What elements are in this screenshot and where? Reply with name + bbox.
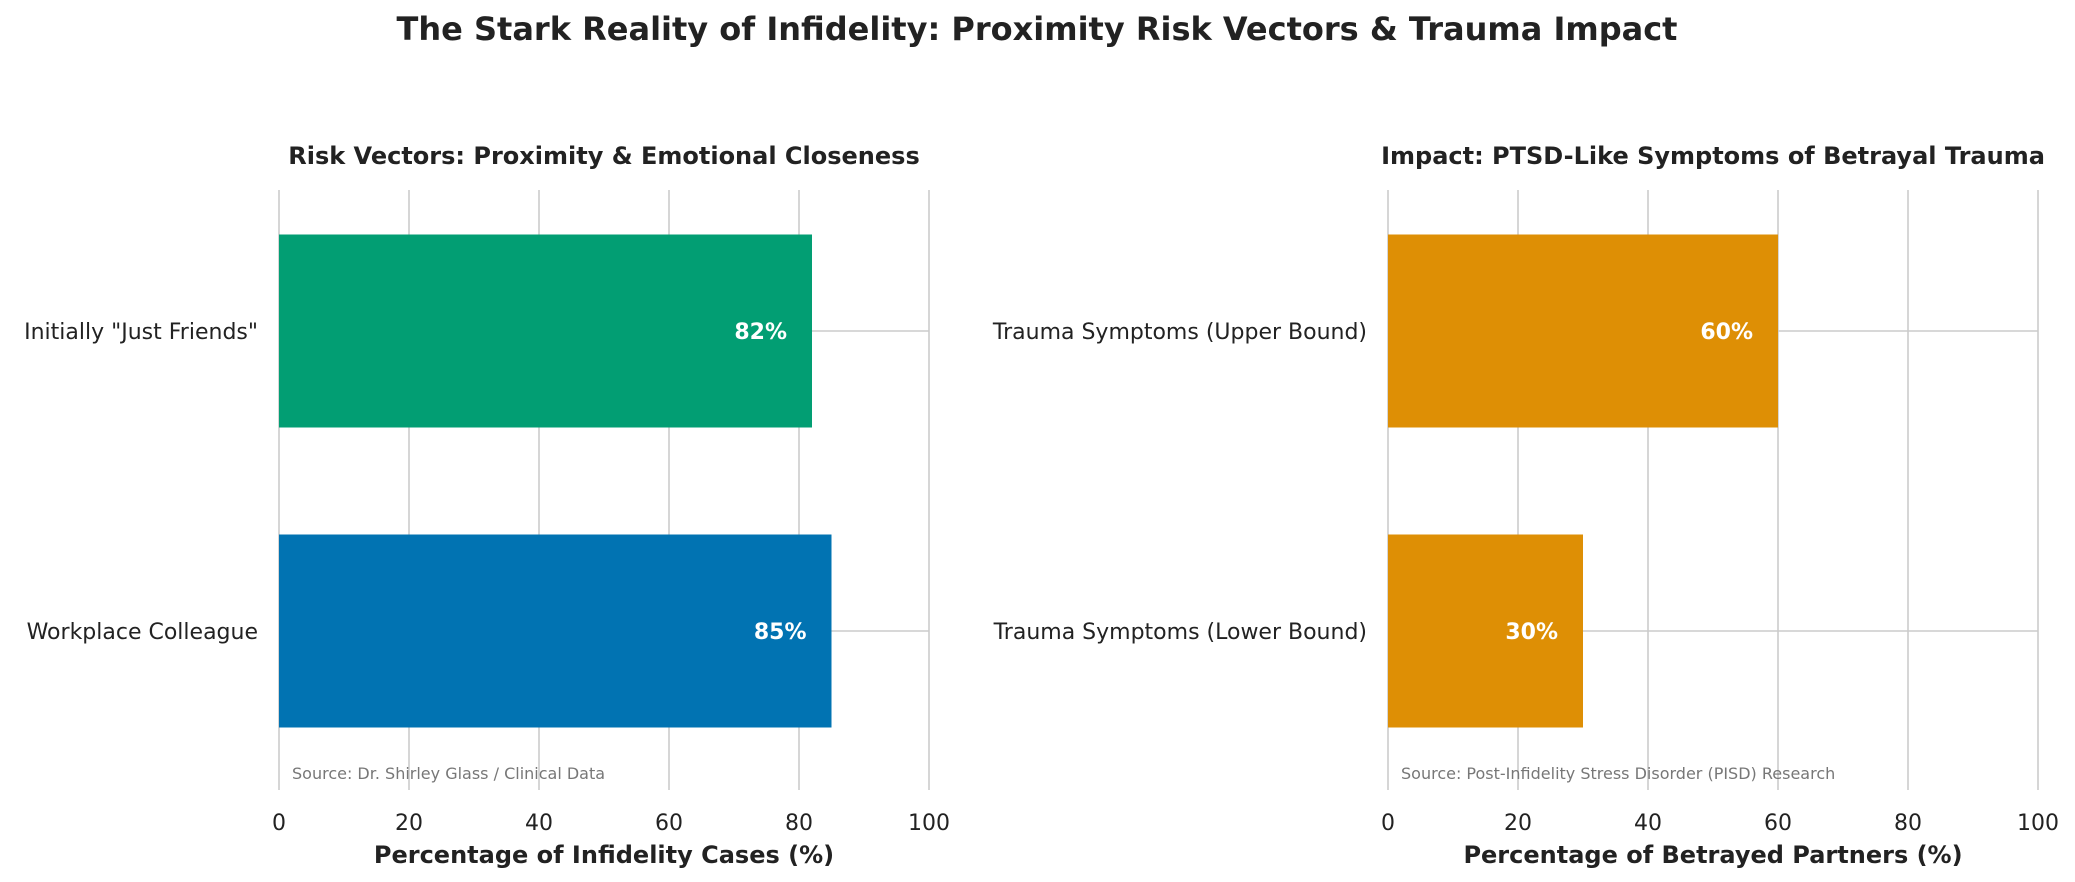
bar-value-label: 60% [1700, 320, 1753, 345]
bar-value-label: 85% [754, 620, 807, 645]
x-tick-label: 60 [655, 811, 683, 836]
x-tick-label: 40 [525, 811, 553, 836]
bar [279, 234, 812, 428]
bar [279, 534, 832, 728]
figure-title: The Stark Reality of Infidelity: Proximi… [397, 10, 1678, 48]
x-axis-label: Percentage of Infidelity Cases (%) [374, 841, 834, 869]
x-axis-label: Percentage of Betrayed Partners (%) [1463, 841, 1962, 869]
trauma-impact-panel: Impact: PTSD-Like Symptoms of Betrayal T… [992, 142, 2059, 869]
x-tick-label: 20 [395, 811, 423, 836]
source-note: Source: Post-Infidelity Stress Disorder … [1401, 764, 1835, 783]
x-tick-label: 80 [785, 811, 813, 836]
x-tick-label: 0 [1381, 811, 1395, 836]
risk-vectors-panel: Risk Vectors: Proximity & Emotional Clos… [24, 142, 950, 869]
source-note: Source: Dr. Shirley Glass / Clinical Dat… [292, 764, 605, 783]
x-tick-label: 40 [1634, 811, 1662, 836]
category-label: Initially "Just Friends" [24, 320, 258, 345]
x-tick-label: 20 [1504, 811, 1532, 836]
bar-value-label: 82% [734, 320, 787, 345]
panel-title: Risk Vectors: Proximity & Emotional Clos… [288, 142, 920, 170]
category-label: Workplace Colleague [27, 620, 258, 645]
x-tick-label: 0 [272, 811, 286, 836]
category-label: Trauma Symptoms (Lower Bound) [993, 620, 1367, 645]
bar-value-label: 30% [1505, 620, 1558, 645]
category-label: Trauma Symptoms (Upper Bound) [992, 320, 1367, 345]
x-tick-label: 60 [1764, 811, 1792, 836]
x-tick-label: 100 [908, 811, 950, 836]
panel-title: Impact: PTSD-Like Symptoms of Betrayal T… [1381, 142, 2045, 170]
bar [1388, 234, 1778, 428]
x-tick-label: 80 [1894, 811, 1922, 836]
x-tick-label: 100 [2017, 811, 2059, 836]
bar [1388, 534, 1583, 728]
